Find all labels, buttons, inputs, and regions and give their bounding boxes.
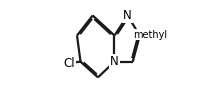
Text: Cl: Cl [63, 57, 75, 70]
Text: N: N [110, 55, 119, 68]
Text: N: N [123, 9, 132, 22]
Text: methyl: methyl [133, 30, 167, 40]
